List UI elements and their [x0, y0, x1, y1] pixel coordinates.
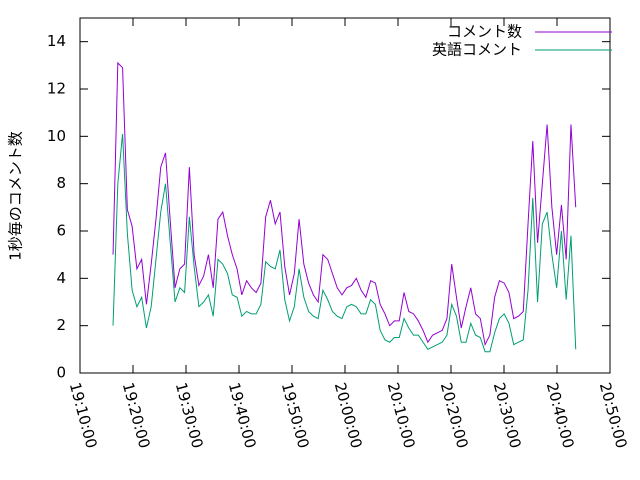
legend-label: コメント数	[447, 23, 522, 41]
y-tick-label: 2	[56, 316, 66, 334]
y-tick-label: 14	[47, 32, 66, 50]
legend-label: 英語コメント	[432, 41, 522, 59]
x-tick-label: 19:50:00	[278, 381, 313, 451]
plot-frame	[79, 17, 611, 374]
data-line	[112, 133, 577, 353]
x-tick-label: 20:50:00	[596, 381, 631, 451]
y-tick-label: 12	[47, 80, 66, 98]
x-tick-label: 19:30:00	[172, 381, 207, 451]
x-tick-label: 19:10:00	[66, 381, 101, 451]
y-tick-label: 6	[56, 222, 66, 240]
x-tick-label: 20:10:00	[384, 381, 419, 451]
data-line	[112, 61, 577, 347]
y-tick-label: 8	[56, 174, 66, 192]
y-tick-label: 0	[56, 364, 66, 382]
y-tick-label: 10	[47, 127, 66, 145]
y-tick-label: 4	[56, 269, 66, 287]
x-tick-label: 20:00:00	[331, 381, 366, 451]
x-tick-label: 20:30:00	[490, 381, 525, 451]
x-tick-label: 20:40:00	[543, 381, 578, 451]
x-tick-label: 20:20:00	[437, 381, 472, 451]
x-tick-label: 19:40:00	[225, 381, 260, 451]
x-tick-label: 19:20:00	[119, 381, 154, 451]
y-axis-label: 1秒毎のコメント数	[7, 131, 25, 261]
